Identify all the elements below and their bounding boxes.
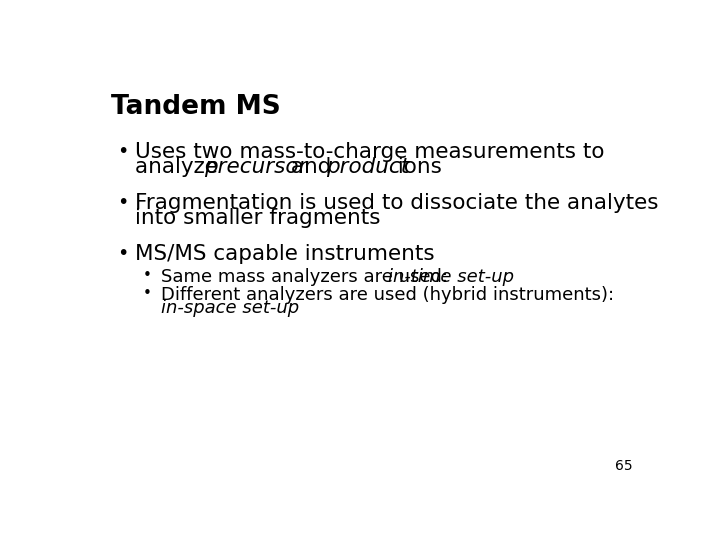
Text: •: • bbox=[143, 268, 152, 284]
Text: 65: 65 bbox=[615, 459, 632, 473]
Text: analyze: analyze bbox=[135, 157, 225, 177]
Text: MS/MS capable instruments: MS/MS capable instruments bbox=[135, 244, 434, 264]
Text: •: • bbox=[117, 141, 128, 161]
Text: Same mass analyzers are used:: Same mass analyzers are used: bbox=[161, 268, 454, 286]
Text: precursor: precursor bbox=[204, 157, 307, 177]
Text: ions: ions bbox=[391, 157, 441, 177]
Text: in-time set-up: in-time set-up bbox=[388, 268, 514, 286]
Text: Tandem MS: Tandem MS bbox=[111, 94, 281, 120]
Text: in-space set-up: in-space set-up bbox=[161, 299, 300, 318]
Text: Uses two mass-to-charge measurements to: Uses two mass-to-charge measurements to bbox=[135, 141, 604, 161]
Text: and: and bbox=[284, 157, 338, 177]
Text: into smaller fragments: into smaller fragments bbox=[135, 208, 380, 228]
Text: Different analyzers are used (hybrid instruments):: Different analyzers are used (hybrid ins… bbox=[161, 286, 615, 305]
Text: •: • bbox=[117, 193, 128, 212]
Text: •: • bbox=[117, 244, 128, 262]
Text: Fragmentation is used to dissociate the analytes: Fragmentation is used to dissociate the … bbox=[135, 193, 658, 213]
Text: •: • bbox=[143, 286, 152, 301]
Text: product: product bbox=[326, 157, 410, 177]
